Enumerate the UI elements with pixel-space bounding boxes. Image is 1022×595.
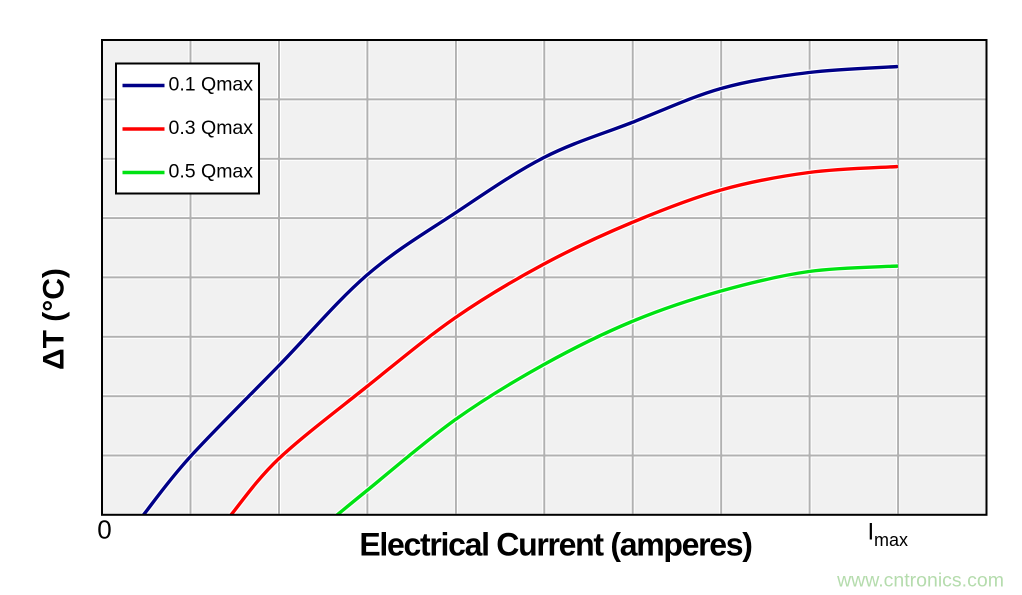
svg-text:max: max [874, 530, 908, 550]
svg-text:Electrical Current (amperes): Electrical Current (amperes) [359, 527, 752, 563]
svg-text:0: 0 [97, 515, 111, 545]
svg-text:0.1 Qmax: 0.1 Qmax [169, 74, 254, 96]
svg-text:ΔT (°C): ΔT (°C) [38, 268, 71, 370]
svg-text:www.cntronics.com: www.cntronics.com [836, 570, 1004, 592]
svg-text:0.3 Qmax: 0.3 Qmax [169, 117, 254, 139]
svg-text:I: I [868, 519, 875, 546]
svg-text:0.5 Qmax: 0.5 Qmax [169, 161, 254, 183]
